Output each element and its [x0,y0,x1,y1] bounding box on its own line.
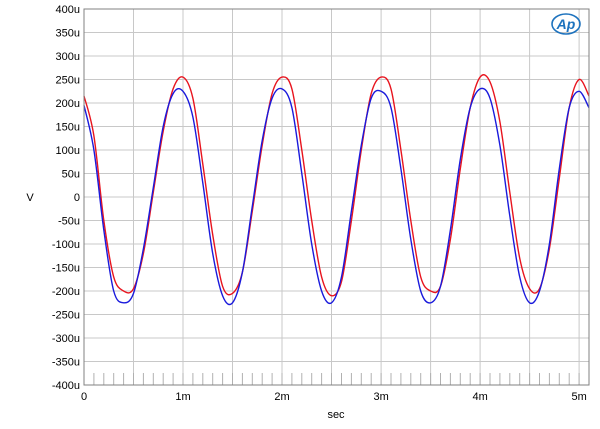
y-tick-label: 0 [74,192,80,204]
y-tick-label: -200u [52,286,80,298]
grid-lines [84,9,589,385]
x-tick-labels: 0 1m 2m 3m 4m 5m [81,391,587,403]
y-tick-label: -300u [52,333,80,345]
x-tick-label: 3m [373,391,388,403]
y-tick-label: -250u [52,310,80,322]
x-tick-label: 4m [472,391,487,403]
x-tick-label: 0 [81,391,87,403]
y-tick-label: 400u [56,4,80,16]
y-tick-label: -350u [52,357,80,369]
y-tick-label: 200u [56,98,80,110]
series-lines [83,74,590,306]
minor-ticks [93,373,580,385]
ap-logo-ring [551,13,581,35]
y-tick-labels: 400u 350u 300u 250u 200u 150u 100u 50u 0 -50u -100… [52,4,80,392]
x-tick-label: 1m [175,391,190,403]
x-tick-label: 2m [274,391,289,403]
y-tick-label: -50u [58,216,80,228]
y-tick-label: 50u [62,169,80,181]
y-tick-label: -150u [52,263,80,275]
series-line-blue [83,87,590,306]
y-tick-label: 100u [56,145,80,157]
y-tick-label: -100u [52,239,80,251]
y-tick-label: -400u [52,380,80,392]
ap-logo: Ap [551,13,581,35]
x-tick-label: 5m [571,391,586,403]
y-axis-title: V [26,192,34,204]
plot-frame [83,8,590,386]
x-axis-title: sec [327,409,345,421]
y-tick-label: 300u [56,51,80,63]
y-tick-label: 250u [56,75,80,87]
y-tick-label: 350u [56,28,80,40]
ap-logo-text: Ap [556,16,576,32]
y-tick-label: 150u [56,122,80,134]
